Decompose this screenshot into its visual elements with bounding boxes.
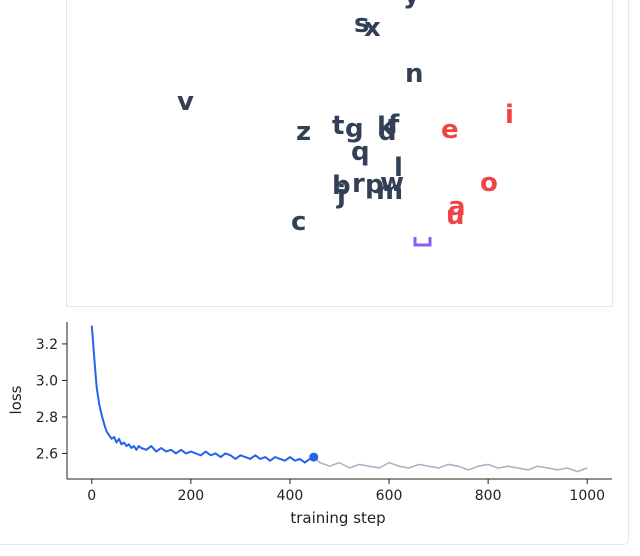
token-label: f: [388, 110, 400, 140]
token-label: k: [377, 112, 395, 142]
token-label: s: [354, 9, 369, 39]
y-axis-title: loss: [7, 385, 25, 414]
token-label: o: [480, 168, 498, 198]
token-label: q: [351, 137, 370, 167]
loss-line-trained: [90, 325, 315, 464]
cursor-bracket-icon: [413, 237, 432, 247]
token-label: r: [352, 169, 365, 199]
token-label: d: [378, 117, 397, 147]
token-label: v: [177, 87, 194, 117]
token-label: x: [364, 13, 381, 43]
x-tick-label: 0: [87, 488, 96, 504]
token-label: j: [336, 180, 346, 210]
token-label: b: [332, 171, 351, 201]
token-label: m: [376, 176, 403, 206]
y-tick-label: 3.2: [36, 337, 58, 353]
y-tick-label: 3.0: [36, 373, 58, 389]
token-label: t: [332, 111, 344, 141]
x-tick-label: 1000: [569, 488, 605, 504]
token-label: l: [394, 153, 403, 183]
x-tick-label: 400: [277, 488, 304, 504]
current-step-marker: [309, 452, 319, 462]
token-label: a: [448, 192, 466, 222]
x-tick-label: 600: [376, 488, 403, 504]
token-label: e: [441, 115, 459, 145]
token-label: g: [345, 114, 364, 144]
token-label: y: [403, 0, 420, 10]
token-label: c: [291, 207, 306, 237]
token-label: n: [405, 59, 424, 89]
token-label: w: [380, 168, 404, 198]
loss-line-future: [313, 456, 588, 473]
x-tick-label: 200: [177, 488, 204, 504]
x-axis-title: training step: [290, 509, 385, 527]
token-label: i: [505, 100, 514, 130]
x-tick-label: 800: [475, 488, 502, 504]
token-label: p: [365, 170, 384, 200]
token-label: z: [296, 117, 311, 147]
y-tick-label: 2.8: [36, 410, 58, 426]
y-tick-label: 2.6: [36, 446, 58, 462]
loss-chart: training step loss 0 200 400 600 800 1000 2.6 2…: [7, 322, 612, 527]
token-label: u: [446, 201, 465, 231]
